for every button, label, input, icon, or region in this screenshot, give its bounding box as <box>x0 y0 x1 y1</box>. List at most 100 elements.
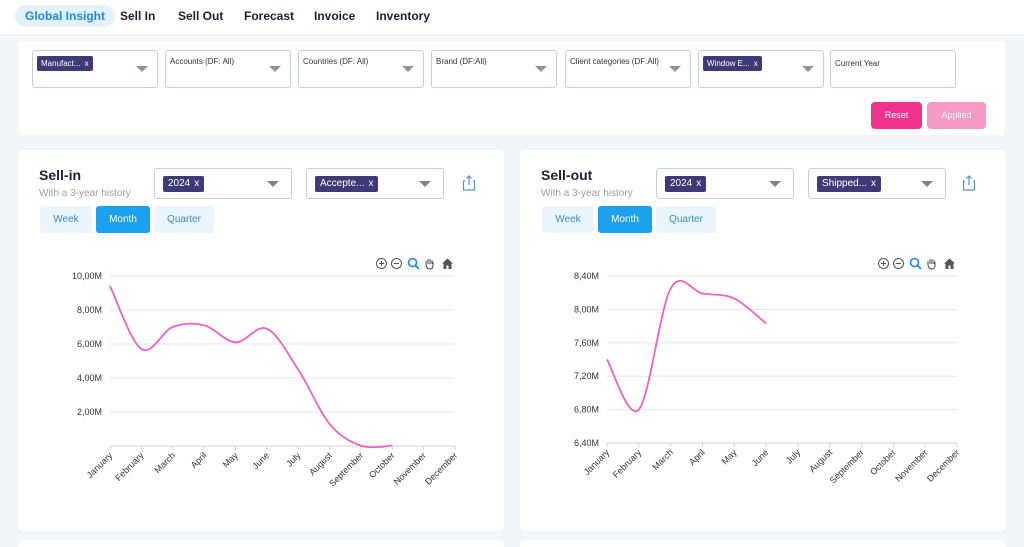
remove-year-icon[interactable]: x <box>696 178 702 189</box>
zoom-out-icon[interactable] <box>390 257 403 270</box>
remove-year-icon[interactable]: x <box>194 178 200 189</box>
x-tick-label: July <box>284 450 303 469</box>
x-tick-label: October <box>367 450 397 480</box>
x-tick-label: September <box>327 450 365 488</box>
year-select[interactable]: 2024 x <box>154 168 292 199</box>
granularity-quarter[interactable]: Quarter <box>656 206 716 233</box>
chevron-down-icon[interactable] <box>802 66 814 72</box>
granularity-month[interactable]: Month <box>96 206 150 233</box>
x-tick-label: February <box>611 447 644 480</box>
x-tick-label: March <box>152 450 177 475</box>
status-select[interactable]: Accepte... x <box>306 168 444 199</box>
zoom-select-icon[interactable] <box>909 257 922 270</box>
period-filter[interactable]: Current Year <box>830 50 956 88</box>
x-tick-label: September <box>828 447 866 485</box>
y-tick-label: 4,00M <box>77 373 102 383</box>
tab-inventory[interactable]: Inventory <box>376 9 431 23</box>
zoom-out-icon[interactable] <box>892 257 905 270</box>
status-chip: Shipped... x <box>817 176 882 192</box>
series-line <box>606 280 767 413</box>
x-tick-label: January <box>582 447 612 477</box>
countries-filter[interactable]: Countries (DF: All) <box>298 50 424 88</box>
manufacturer-chip: Manufact... x <box>37 56 93 71</box>
card-subtitle: With a 3-year history <box>541 188 633 199</box>
chart-toolbar <box>877 257 959 271</box>
manufacturer-filter[interactable]: Manufact... x <box>32 50 158 88</box>
pan-icon[interactable] <box>925 257 938 270</box>
tab-invoice[interactable]: Invoice <box>314 9 356 23</box>
chevron-down-icon[interactable] <box>921 181 933 187</box>
tab-sell-in[interactable]: Sell In <box>120 9 156 23</box>
pan-icon[interactable] <box>423 257 436 270</box>
remove-window-icon[interactable]: x <box>753 59 758 68</box>
x-tick-label: December <box>925 447 961 483</box>
reset-button[interactable]: Reset <box>871 102 922 129</box>
chevron-down-icon[interactable] <box>769 181 781 187</box>
granularity-week[interactable]: Week <box>542 206 594 233</box>
sell-out-card: Sell-out With a 3-year history 2024 x Shi… <box>520 150 1006 531</box>
x-tick-label: December <box>423 450 459 486</box>
x-tick-label: November <box>893 447 929 483</box>
sell-in-card: Sell-in With a 3-year history 2024 x Acce… <box>18 150 504 531</box>
x-tick-label: November <box>392 450 428 486</box>
x-tick-label: April <box>687 447 707 467</box>
remove-status-icon[interactable]: x <box>368 178 374 189</box>
x-tick-label: June <box>250 450 271 471</box>
tab-sell-out[interactable]: Sell Out <box>178 9 224 23</box>
countries-placeholder: Countries (DF: All) <box>303 57 369 66</box>
y-tick-label: 7,20M <box>574 371 599 381</box>
brand-filter[interactable]: Brand (DF:All) <box>431 50 557 88</box>
chevron-down-icon[interactable] <box>669 66 681 72</box>
status-chip: Accepte... x <box>315 176 379 192</box>
accounts-placeholder: Accounts (DF: All) <box>170 57 235 66</box>
y-tick-label: 6,40M <box>574 438 599 448</box>
zoom-select-icon[interactable] <box>407 257 420 270</box>
y-tick-label: 8,00M <box>77 305 102 315</box>
granularity-month[interactable]: Month <box>598 206 652 233</box>
share-icon[interactable] <box>962 175 976 191</box>
chevron-down-icon[interactable] <box>267 181 279 187</box>
client-categories-placeholder: Client categories (DF:All) <box>570 57 659 66</box>
home-icon[interactable] <box>441 257 454 270</box>
granularity-quarter[interactable]: Quarter <box>154 206 214 233</box>
y-tick-label: 7,60M <box>574 338 599 348</box>
remove-manufacturer-icon[interactable]: x <box>84 59 89 68</box>
window-filter[interactable]: Window E... x <box>698 50 824 88</box>
chevron-down-icon[interactable] <box>402 66 414 72</box>
applied-button[interactable]: Applied <box>927 102 986 129</box>
year-select[interactable]: 2024 x <box>656 168 794 199</box>
zoom-in-icon[interactable] <box>375 257 388 270</box>
period-value: Current Year <box>835 59 880 68</box>
granularity-week[interactable]: Week <box>40 206 92 233</box>
remove-status-icon[interactable]: x <box>871 178 877 189</box>
y-tick-label: 2,00M <box>77 407 102 417</box>
status-chip-label: Accepte... <box>320 178 365 189</box>
series-line <box>109 285 393 449</box>
chevron-down-icon[interactable] <box>535 66 547 72</box>
next-card-edge <box>520 540 1006 547</box>
status-select[interactable]: Shipped... x <box>808 168 946 199</box>
year-chip-label: 2024 <box>168 178 191 189</box>
share-icon[interactable] <box>462 175 476 191</box>
x-tick-label: February <box>113 450 146 483</box>
home-icon[interactable] <box>943 257 956 270</box>
tab-forecast[interactable]: Forecast <box>244 9 295 23</box>
y-tick-label: 6,00M <box>77 339 102 349</box>
chevron-down-icon[interactable] <box>269 66 281 72</box>
x-tick-label: August <box>307 450 334 477</box>
card-title: Sell-out <box>541 167 593 183</box>
year-chip: 2024 x <box>665 176 707 192</box>
zoom-in-icon[interactable] <box>877 257 890 270</box>
tab-global-insight[interactable]: Global Insight <box>15 5 115 27</box>
filter-panel: Manufact... x Accounts (DF: All) Countrie… <box>19 41 1005 135</box>
chevron-down-icon[interactable] <box>419 181 431 187</box>
year-chip: 2024 x <box>163 176 205 192</box>
accounts-filter[interactable]: Accounts (DF: All) <box>165 50 291 88</box>
chart-toolbar <box>375 257 457 271</box>
x-tick-label: June <box>750 447 771 468</box>
sell-in-chart: 2,00M 4,00M 6,00M 8,00M 10,00M JanuaryFebruar… <box>72 271 459 489</box>
status-chip-label: Shipped... <box>822 178 868 189</box>
client-categories-filter[interactable]: Client categories (DF:All) <box>565 50 691 88</box>
y-tick-label: 10,00M <box>72 271 102 281</box>
chevron-down-icon[interactable] <box>136 66 148 72</box>
